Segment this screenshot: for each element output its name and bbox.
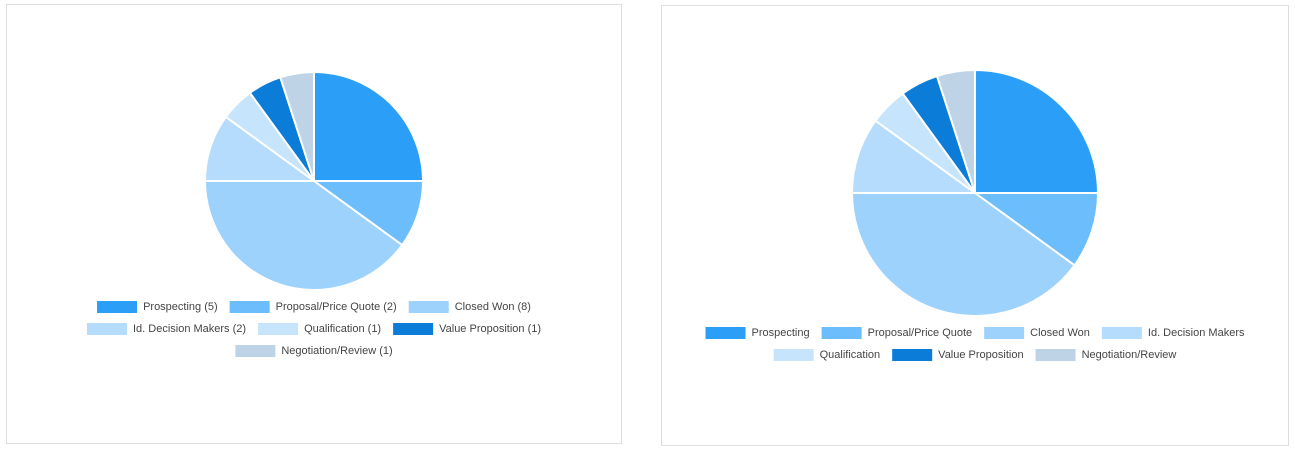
- legend-swatch: [229, 301, 270, 313]
- legend-swatch: [705, 327, 746, 339]
- legend-label: Negotiation/Review: [1082, 349, 1177, 361]
- pie-slice: [203, 180, 404, 291]
- legend-label: Closed Won (8): [455, 301, 531, 313]
- pie-slice: [313, 70, 425, 182]
- legend-label: Prospecting (5): [143, 301, 218, 313]
- legend-label: Value Proposition (1): [439, 323, 541, 335]
- legend-swatch: [408, 301, 449, 313]
- legend-swatch: [821, 327, 862, 339]
- pie-slice: [971, 192, 1100, 267]
- legend-swatch: [258, 323, 299, 335]
- pie-slice: [935, 68, 976, 194]
- legend-label: Negotiation/Review (1): [281, 345, 392, 357]
- legend-label: Proposal/Price Quote (2): [276, 301, 397, 313]
- legend-label: Id. Decision Makers (2): [133, 323, 246, 335]
- legend-label: Prospecting: [752, 327, 810, 339]
- legend-swatch: [235, 345, 276, 357]
- legend-swatch: [1101, 327, 1142, 339]
- legend-swatch: [773, 349, 814, 361]
- legend-swatch: [97, 301, 138, 313]
- legend-label: Qualification: [820, 349, 881, 361]
- legend-label: Value Proposition: [938, 349, 1023, 361]
- legend-label: Proposal/Price Quote: [868, 327, 973, 339]
- pie-slice: [850, 192, 1076, 317]
- pie-slice: [850, 119, 979, 194]
- legend-swatch: [393, 323, 434, 335]
- legend-label: Closed Won: [1030, 327, 1090, 339]
- pie-slice: [279, 70, 315, 182]
- legend-label: Id. Decision Makers: [1148, 327, 1245, 339]
- legend-label: Qualification (1): [304, 323, 381, 335]
- legend-swatch: [86, 323, 127, 335]
- pie-slice: [974, 68, 1100, 194]
- legend-swatch: [984, 327, 1025, 339]
- legend-swatch: [892, 349, 933, 361]
- legend-swatch: [1035, 349, 1076, 361]
